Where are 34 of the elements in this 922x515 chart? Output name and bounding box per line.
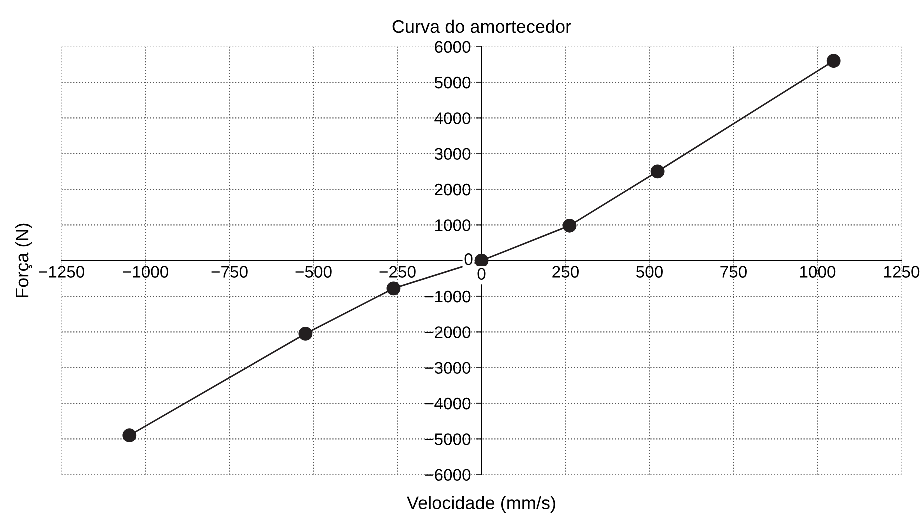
point	[122, 428, 137, 443]
point	[562, 218, 577, 233]
y-tick-label: −3000	[425, 362, 471, 374]
y-tick-label: 6000	[435, 41, 471, 54]
x-tick-label: 0	[478, 268, 486, 280]
y-tick-label: 4000	[434, 112, 471, 124]
y-tick-label: −5000	[425, 434, 471, 446]
y-tick-label: 2000	[435, 184, 471, 196]
x-axis-title: Velocidade (mm/s)	[407, 496, 556, 514]
x-tick-label: −1250	[39, 266, 85, 278]
point	[826, 54, 841, 68]
y-tick-label: 0	[464, 254, 473, 266]
y-tick-label: 1000	[436, 220, 471, 232]
y-tick-label: −6000	[425, 469, 471, 482]
x-tick-label: −1000	[123, 266, 169, 278]
chart-title: Curva do amortecedor	[392, 20, 572, 34]
x-tick-label: −500	[296, 266, 332, 278]
point	[386, 282, 401, 296]
y-tick-label: −4000	[425, 398, 471, 410]
y-tick-label: 5000	[434, 76, 471, 89]
x-tick-label: 1000	[800, 266, 836, 278]
x-tick-label: −750	[212, 266, 248, 278]
point	[298, 327, 313, 341]
y-tick-label: 3000	[434, 148, 471, 160]
y-tick-label: −1000	[425, 290, 471, 303]
point	[474, 254, 489, 268]
x-tick-label: 250	[552, 266, 579, 278]
x-tick-label: 500	[636, 266, 663, 278]
x-tick-label: 750	[720, 266, 747, 278]
y-axis-title: Força (N)	[15, 224, 32, 298]
x-tick-label: −250	[380, 266, 416, 278]
point	[650, 164, 665, 179]
y-tick-label: −2000	[425, 326, 471, 338]
x-tick-label: 1250	[884, 266, 920, 278]
